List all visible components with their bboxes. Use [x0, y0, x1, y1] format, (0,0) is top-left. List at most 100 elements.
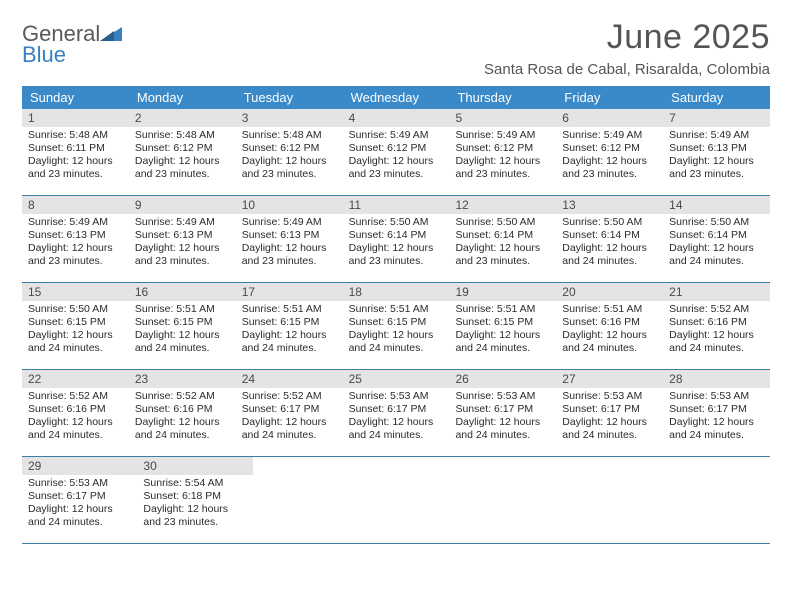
daylight-line: Daylight: 12 hours and 23 minutes. [28, 155, 123, 181]
daylight-line: Daylight: 12 hours and 23 minutes. [28, 242, 123, 268]
sunrise-line: Sunrise: 5:49 AM [135, 216, 230, 229]
brand-logo: General Blue [22, 18, 122, 66]
day-details: Sunrise: 5:48 AMSunset: 6:12 PMDaylight:… [242, 129, 337, 182]
day-details: Sunrise: 5:50 AMSunset: 6:14 PMDaylight:… [455, 216, 550, 269]
sunrise-line: Sunrise: 5:51 AM [455, 303, 550, 316]
day-details: Sunrise: 5:54 AMSunset: 6:18 PMDaylight:… [143, 477, 246, 530]
week-row: 29 Sunrise: 5:53 AMSunset: 6:17 PMDayligh… [22, 457, 770, 544]
sunset-line: Sunset: 6:15 PM [242, 316, 337, 329]
day-number: 7 [663, 109, 770, 127]
day-details: Sunrise: 5:50 AMSunset: 6:14 PMDaylight:… [562, 216, 657, 269]
sunrise-line: Sunrise: 5:53 AM [28, 477, 131, 490]
sunrise-line: Sunrise: 5:49 AM [455, 129, 550, 142]
day-cell: 16Sunrise: 5:51 AMSunset: 6:15 PMDayligh… [129, 283, 236, 369]
sunset-line: Sunset: 6:17 PM [562, 403, 657, 416]
day-cell: 3Sunrise: 5:48 AMSunset: 6:12 PMDaylight… [236, 109, 343, 195]
daylight-line: Daylight: 12 hours and 24 minutes. [28, 329, 123, 355]
day-number: 2 [129, 109, 236, 127]
day-details: Sunrise: 5:53 AMSunset: 6:17 PMDaylight:… [669, 390, 764, 443]
sunrise-line: Sunrise: 5:50 AM [562, 216, 657, 229]
daylight-line: Daylight: 12 hours and 23 minutes. [349, 155, 444, 181]
calendar-grid: SundayMondayTuesdayWednesdayThursdayFrid… [22, 86, 770, 544]
day-cell: 14Sunrise: 5:50 AMSunset: 6:14 PMDayligh… [663, 196, 770, 282]
daylight-line: Daylight: 12 hours and 23 minutes. [349, 242, 444, 268]
day-cell: 28 Sunrise: 5:53 AMSunset: 6:17 PMDayligh… [663, 370, 770, 456]
sunset-line: Sunset: 6:17 PM [455, 403, 550, 416]
day-number: 10 [236, 196, 343, 214]
day-cell: 10 Sunrise: 5:49 AMSunset: 6:13 PMDayligh… [236, 196, 343, 282]
day-details: Sunrise: 5:51 AMSunset: 6:15 PMDaylight:… [135, 303, 230, 356]
sunset-line: Sunset: 6:13 PM [242, 229, 337, 242]
sunrise-line: Sunrise: 5:49 AM [349, 129, 444, 142]
daylight-line: Daylight: 12 hours and 23 minutes. [669, 155, 764, 181]
week-row: 1Sunrise: 5:48 AMSunset: 6:11 PMDaylight… [22, 109, 770, 196]
day-number: 5 [449, 109, 556, 127]
sunset-line: Sunset: 6:13 PM [669, 142, 764, 155]
day-cell: 2 Sunrise: 5:48 AMSunset: 6:12 PMDaylight… [129, 109, 236, 195]
daylight-line: Daylight: 12 hours and 24 minutes. [562, 329, 657, 355]
daylight-line: Daylight: 12 hours and 23 minutes. [562, 155, 657, 181]
day-number: 30 [137, 457, 252, 475]
daylight-line: Daylight: 12 hours and 23 minutes. [242, 242, 337, 268]
day-number: 28 [663, 370, 770, 388]
sunrise-line: Sunrise: 5:48 AM [28, 129, 123, 142]
day-cell: 30 Sunrise: 5:54 AMSunset: 6:18 PMDayligh… [137, 457, 252, 543]
daylight-line: Daylight: 12 hours and 24 minutes. [28, 416, 123, 442]
sunset-line: Sunset: 6:15 PM [455, 316, 550, 329]
day-cell: 6Sunrise: 5:49 AMSunset: 6:12 PMDaylight… [556, 109, 663, 195]
daylight-line: Daylight: 12 hours and 24 minutes. [455, 416, 550, 442]
sunset-line: Sunset: 6:16 PM [28, 403, 123, 416]
day-cell: 4Sunrise: 5:49 AMSunset: 6:12 PMDaylight… [343, 109, 450, 195]
day-number: 27 [556, 370, 663, 388]
daylight-line: Daylight: 12 hours and 24 minutes. [562, 416, 657, 442]
day-number: 29 [22, 457, 137, 475]
daylight-line: Daylight: 12 hours and 24 minutes. [242, 329, 337, 355]
day-cell: 12Sunrise: 5:50 AMSunset: 6:14 PMDayligh… [449, 196, 556, 282]
day-details: Sunrise: 5:53 AMSunset: 6:17 PMDaylight:… [562, 390, 657, 443]
daylight-line: Daylight: 12 hours and 24 minutes. [28, 503, 131, 529]
sunrise-line: Sunrise: 5:49 AM [562, 129, 657, 142]
day-cell: 25Sunrise: 5:53 AMSunset: 6:17 PMDayligh… [343, 370, 450, 456]
day-details: Sunrise: 5:49 AMSunset: 6:13 PMDaylight:… [242, 216, 337, 269]
day-cell: 18Sunrise: 5:51 AMSunset: 6:15 PMDayligh… [343, 283, 450, 369]
daylight-line: Daylight: 12 hours and 23 minutes. [455, 155, 550, 181]
empty-cell [460, 457, 563, 543]
sunset-line: Sunset: 6:14 PM [455, 229, 550, 242]
daylight-line: Daylight: 12 hours and 24 minutes. [242, 416, 337, 442]
day-details: Sunrise: 5:48 AMSunset: 6:12 PMDaylight:… [135, 129, 230, 182]
day-details: Sunrise: 5:49 AMSunset: 6:13 PMDaylight:… [28, 216, 123, 269]
day-details: Sunrise: 5:49 AMSunset: 6:13 PMDaylight:… [135, 216, 230, 269]
sunset-line: Sunset: 6:12 PM [455, 142, 550, 155]
day-number: 6 [556, 109, 663, 127]
daylight-line: Daylight: 12 hours and 23 minutes. [135, 155, 230, 181]
day-cell: 9Sunrise: 5:49 AMSunset: 6:13 PMDaylight… [129, 196, 236, 282]
day-cell: 17 Sunrise: 5:51 AMSunset: 6:15 PMDayligh… [236, 283, 343, 369]
day-number: 15 [22, 283, 129, 301]
brand-mark-icon [100, 24, 122, 45]
day-number: 11 [343, 196, 450, 214]
sunset-line: Sunset: 6:15 PM [28, 316, 123, 329]
sunset-line: Sunset: 6:17 PM [669, 403, 764, 416]
daylight-line: Daylight: 12 hours and 23 minutes. [242, 155, 337, 181]
sunrise-line: Sunrise: 5:48 AM [135, 129, 230, 142]
day-details: Sunrise: 5:53 AMSunset: 6:17 PMDaylight:… [28, 477, 131, 530]
day-details: Sunrise: 5:52 AMSunset: 6:16 PMDaylight:… [669, 303, 764, 356]
daylight-line: Daylight: 12 hours and 24 minutes. [349, 416, 444, 442]
week-row: 22Sunrise: 5:52 AMSunset: 6:16 PMDayligh… [22, 370, 770, 457]
sunset-line: Sunset: 6:13 PM [135, 229, 230, 242]
page-title: June 2025 [484, 18, 770, 57]
day-number: 14 [663, 196, 770, 214]
sunrise-line: Sunrise: 5:49 AM [669, 129, 764, 142]
sunset-line: Sunset: 6:15 PM [349, 316, 444, 329]
daylight-line: Daylight: 12 hours and 24 minutes. [135, 416, 230, 442]
brand-part2: Blue [22, 42, 66, 67]
day-details: Sunrise: 5:49 AMSunset: 6:13 PMDaylight:… [669, 129, 764, 182]
sunrise-line: Sunrise: 5:53 AM [349, 390, 444, 403]
daylight-line: Daylight: 12 hours and 24 minutes. [135, 329, 230, 355]
day-details: Sunrise: 5:52 AMSunset: 6:16 PMDaylight:… [28, 390, 123, 443]
weekday-header: Friday [556, 86, 663, 109]
sunrise-line: Sunrise: 5:51 AM [242, 303, 337, 316]
day-number: 17 [236, 283, 343, 301]
sunset-line: Sunset: 6:14 PM [669, 229, 764, 242]
sunrise-line: Sunrise: 5:53 AM [669, 390, 764, 403]
